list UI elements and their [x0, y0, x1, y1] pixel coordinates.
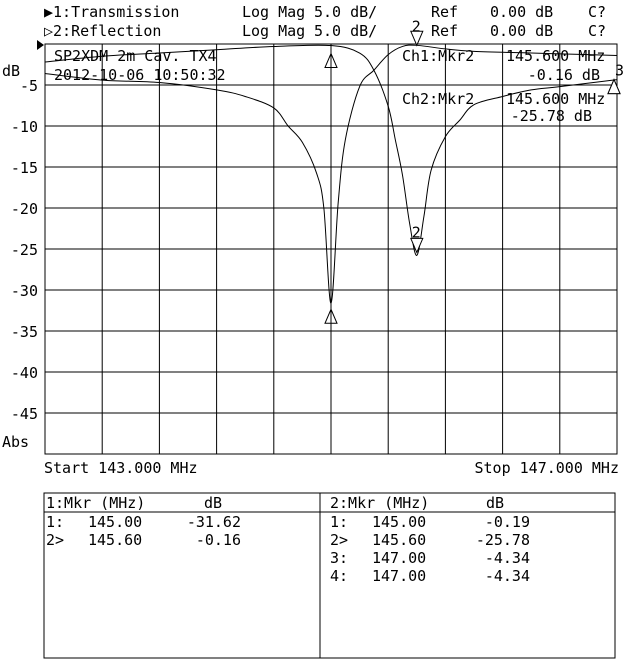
ch2-format: Log Mag [242, 22, 305, 40]
y-axis-label: dB [2, 62, 20, 80]
y-tick-label: -5 [20, 77, 38, 95]
y-tick-label: -30 [11, 282, 38, 300]
measurement-title: SP2XDM 2m Cav. TX4 [54, 47, 217, 65]
ch1-scale: 5.0 dB/ [314, 3, 377, 21]
ch2-cal: C? [588, 22, 606, 40]
ch1-table-header-mkr: 1:Mkr (MHz) [46, 494, 145, 512]
ch2-table-header-mkr: 2:Mkr (MHz) [330, 494, 429, 512]
ch1-marker-label: Ch1:Mkr2 [402, 47, 474, 65]
ch2-marker-label: Ch2:Mkr2 [402, 90, 474, 108]
marker-db: -4.34 [485, 567, 530, 585]
ch1-marker-freq: 145.600 MHz [506, 47, 605, 65]
marker-table-row: 2> 145.60 -0.16 [46, 531, 241, 549]
marker-id: 2> [46, 531, 64, 549]
marker-frequency: 145.00 [88, 513, 142, 531]
y-tick-label: -40 [11, 364, 38, 382]
ch1-ref: 0.00 dB [490, 3, 553, 21]
marker-table-row: 1: 145.00 -0.19 [330, 513, 530, 531]
y-tick-labels: -5 -10 -15 -20 -25 -30 -35 -40 -45 [11, 77, 38, 423]
marker-id: 3: [330, 549, 348, 567]
ch1-format: Log Mag [242, 3, 305, 21]
marker-db: -4.34 [485, 549, 530, 567]
y-tick-label: -25 [11, 241, 38, 259]
ch2-ref-label: Ref [431, 22, 458, 40]
marker-frequency: 147.00 [372, 549, 426, 567]
marker-number: 2 [412, 17, 421, 35]
marker-db: -31.62 [187, 513, 241, 531]
marker-table-row: 3: 147.00 -4.34 [330, 549, 530, 567]
y-tick-label: -45 [11, 405, 38, 423]
reference-position-icon [37, 40, 44, 50]
marker-id: 4: [330, 567, 348, 585]
y-tick-label: -10 [11, 118, 38, 136]
marker-db: -0.16 [196, 531, 241, 549]
marker-number: 3 [615, 62, 624, 80]
ch1-marker-rows: 1: 145.00 -31.62 2> 145.60 -0.16 [46, 513, 241, 549]
marker-triangle[interactable] [607, 78, 621, 95]
channel-header: ▶1:Transmission Log Mag 5.0 dB/ Ref 0.00… [44, 3, 606, 40]
marker-db: -0.19 [485, 513, 530, 531]
traces: 2 2 3 [44, 17, 624, 336]
active-marker-triangle[interactable] [410, 30, 424, 47]
marker-id: 2> [330, 531, 348, 549]
y-mode-label: Abs [2, 433, 29, 451]
marker-frequency: 145.60 [88, 531, 142, 549]
marker-table-row: 4: 147.00 -4.34 [330, 567, 530, 585]
marker-number: 2 [412, 223, 421, 241]
measurement-datetime: 2012-10-06 10:50:32 [54, 66, 226, 84]
ch2-scale: 5.0 dB/ [314, 22, 377, 40]
start-frequency: Start 143.000 MHz [44, 459, 198, 477]
marker-table-frame [43, 492, 616, 659]
trace-reflection [44, 44, 618, 256]
marker-table-row: 2> 145.60 -25.78 [330, 531, 530, 549]
marker-frequency: 145.60 [372, 531, 426, 549]
active-marker-triangle[interactable] [410, 237, 424, 254]
marker-table: 1:Mkr (MHz) dB 2:Mkr (MHz) dB 1: 145.00 -3… [43, 492, 616, 659]
y-tick-label: -35 [11, 323, 38, 341]
ch2-marker-freq: 145.600 MHz [506, 90, 605, 108]
ch2-label: ▷2:Reflection [44, 22, 161, 40]
marker-id: 1: [330, 513, 348, 531]
ch2-marker-rows: 1: 145.00 -0.19 2> 145.60 -25.78 3: 147.00 -4.34… [330, 513, 530, 585]
ch2-marker-value: -25.78 dB [511, 107, 592, 125]
marker-table-row: 1: 145.00 -31.62 [46, 513, 241, 531]
ch2-ref: 0.00 dB [490, 22, 553, 40]
ch1-cal: C? [588, 3, 606, 21]
ch1-ref-label: Ref [431, 3, 458, 21]
ch1-label: ▶1:Transmission [44, 3, 179, 21]
y-tick-label: -20 [11, 200, 38, 218]
stop-frequency: Stop 147.000 MHz [475, 459, 620, 477]
ch2-table-header-db: dB [486, 494, 504, 512]
y-tick-label: -15 [11, 159, 38, 177]
ch1-marker-value: -0.16 dB [528, 66, 600, 84]
marker-db: -25.78 [476, 531, 530, 549]
marker-frequency: 145.00 [372, 513, 426, 531]
marker-id: 1: [46, 513, 64, 531]
plot-annotations: SP2XDM 2m Cav. TX4 2012-10-06 10:50:32 C… [54, 47, 605, 125]
marker-frequency: 147.00 [372, 567, 426, 585]
trace-transmission [44, 44, 618, 304]
ch1-table-header-db: dB [204, 494, 222, 512]
